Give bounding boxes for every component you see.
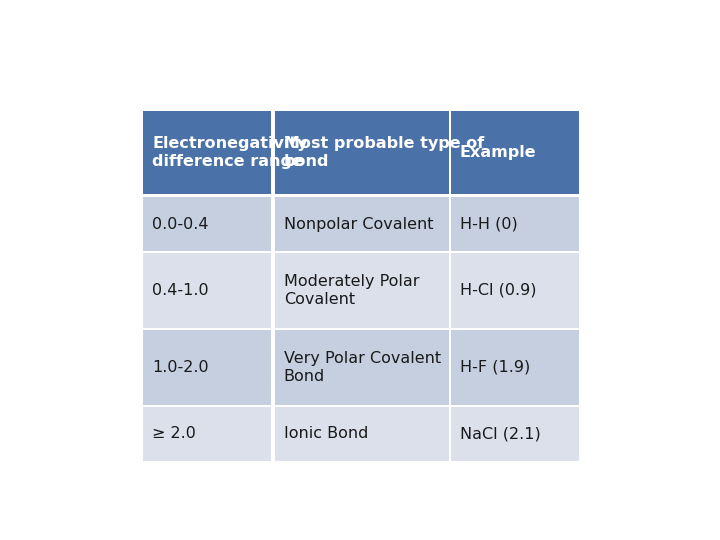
Text: H-F (1.9): H-F (1.9)	[460, 360, 530, 375]
Bar	[274, 253, 449, 328]
Text: NaCl (2.1): NaCl (2.1)	[460, 426, 541, 441]
Bar	[451, 330, 580, 405]
Text: H-H (0): H-H (0)	[460, 217, 518, 232]
Bar	[143, 330, 271, 405]
Bar	[143, 407, 271, 461]
Text: Nonpolar Covalent: Nonpolar Covalent	[284, 217, 433, 232]
Text: Ionic Bond: Ionic Bond	[284, 426, 368, 441]
Text: Example: Example	[460, 145, 536, 160]
Text: ≥ 2.0: ≥ 2.0	[152, 426, 196, 441]
Text: Very Polar Covalent
Bond: Very Polar Covalent Bond	[284, 350, 441, 384]
Bar	[451, 253, 580, 328]
Bar	[274, 197, 449, 251]
Bar	[143, 111, 271, 194]
Text: H-Cl (0.9): H-Cl (0.9)	[460, 283, 536, 298]
Text: 1.0-2.0: 1.0-2.0	[152, 360, 209, 375]
Text: 0.0-0.4: 0.0-0.4	[152, 217, 209, 232]
Bar	[143, 253, 271, 328]
Bar	[274, 330, 449, 405]
Text: 0.4-1.0: 0.4-1.0	[152, 283, 209, 298]
Bar	[143, 197, 271, 251]
Text: Most probable type of
bond: Most probable type of bond	[284, 136, 484, 170]
Bar	[451, 407, 580, 461]
Bar	[451, 197, 580, 251]
Text: Electronegativity
difference range: Electronegativity difference range	[152, 136, 307, 170]
Bar	[451, 111, 580, 194]
Bar	[274, 111, 449, 194]
Text: Moderately Polar
Covalent: Moderately Polar Covalent	[284, 274, 419, 307]
Bar	[274, 407, 449, 461]
